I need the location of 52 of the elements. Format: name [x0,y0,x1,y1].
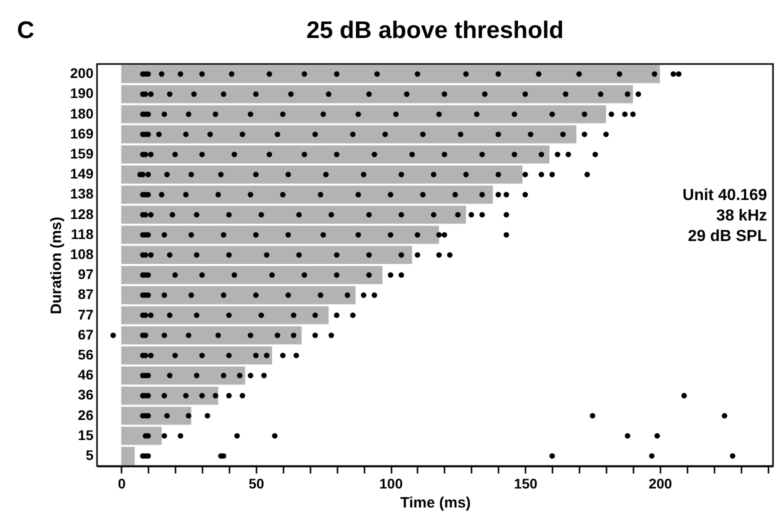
bar [121,266,382,284]
y-tick-label: 200 [70,65,94,82]
bar [121,125,576,144]
bar [121,446,135,465]
y-tick-label: 190 [70,85,94,102]
y-tick-label: 36 [78,386,94,403]
bar [121,65,660,84]
bar [121,85,633,104]
x-tick-label: 200 [648,476,672,492]
x-tick-label: 50 [248,476,264,492]
bar [121,186,493,204]
x-tick-label: 0 [118,476,126,492]
annotation: Unit 40.169 [682,187,768,204]
y-tick-label: 67 [78,326,94,342]
y-tick-label: 169 [70,125,94,142]
y-axis-title: Duration (ms) [48,216,66,314]
bar [121,406,192,425]
y-tick-label: 97 [78,266,94,282]
x-tick-label: 100 [379,476,403,492]
bar [121,386,218,405]
y-tick-label: 56 [78,346,94,362]
y-tick-label: 46 [78,366,94,383]
bar [121,226,440,244]
bar [121,286,356,304]
y-tick-label: 138 [70,186,94,202]
text: C [17,17,34,44]
bar [121,426,162,445]
chart-title: 25 dB above threshold [306,17,564,44]
x-tick-label: 150 [514,476,538,492]
y-tick-label: 5 [86,446,94,463]
y-tick-label: 77 [78,306,94,322]
bar [121,206,466,224]
y-tick-label: 15 [78,426,94,443]
annotation: 38 kHz [716,208,767,224]
bar [121,145,550,164]
x-axis-title: Time (ms) [400,494,471,512]
annotation: 29 dB SPL [688,228,768,245]
y-tick-label: 108 [70,246,94,262]
y-tick-label: 149 [70,166,94,182]
y-tick-label: 180 [70,105,94,122]
y-tick-label: 26 [78,406,94,423]
y-tick-label: 87 [78,286,94,302]
bar [121,166,523,184]
bar [121,105,606,124]
y-tick-label: 118 [70,226,94,242]
bar [121,246,412,264]
bar [121,366,246,385]
y-tick-label: 159 [70,145,94,162]
bar [121,326,302,344]
bar [121,306,329,324]
bar [121,346,272,364]
y-tick-label: 128 [70,206,94,222]
